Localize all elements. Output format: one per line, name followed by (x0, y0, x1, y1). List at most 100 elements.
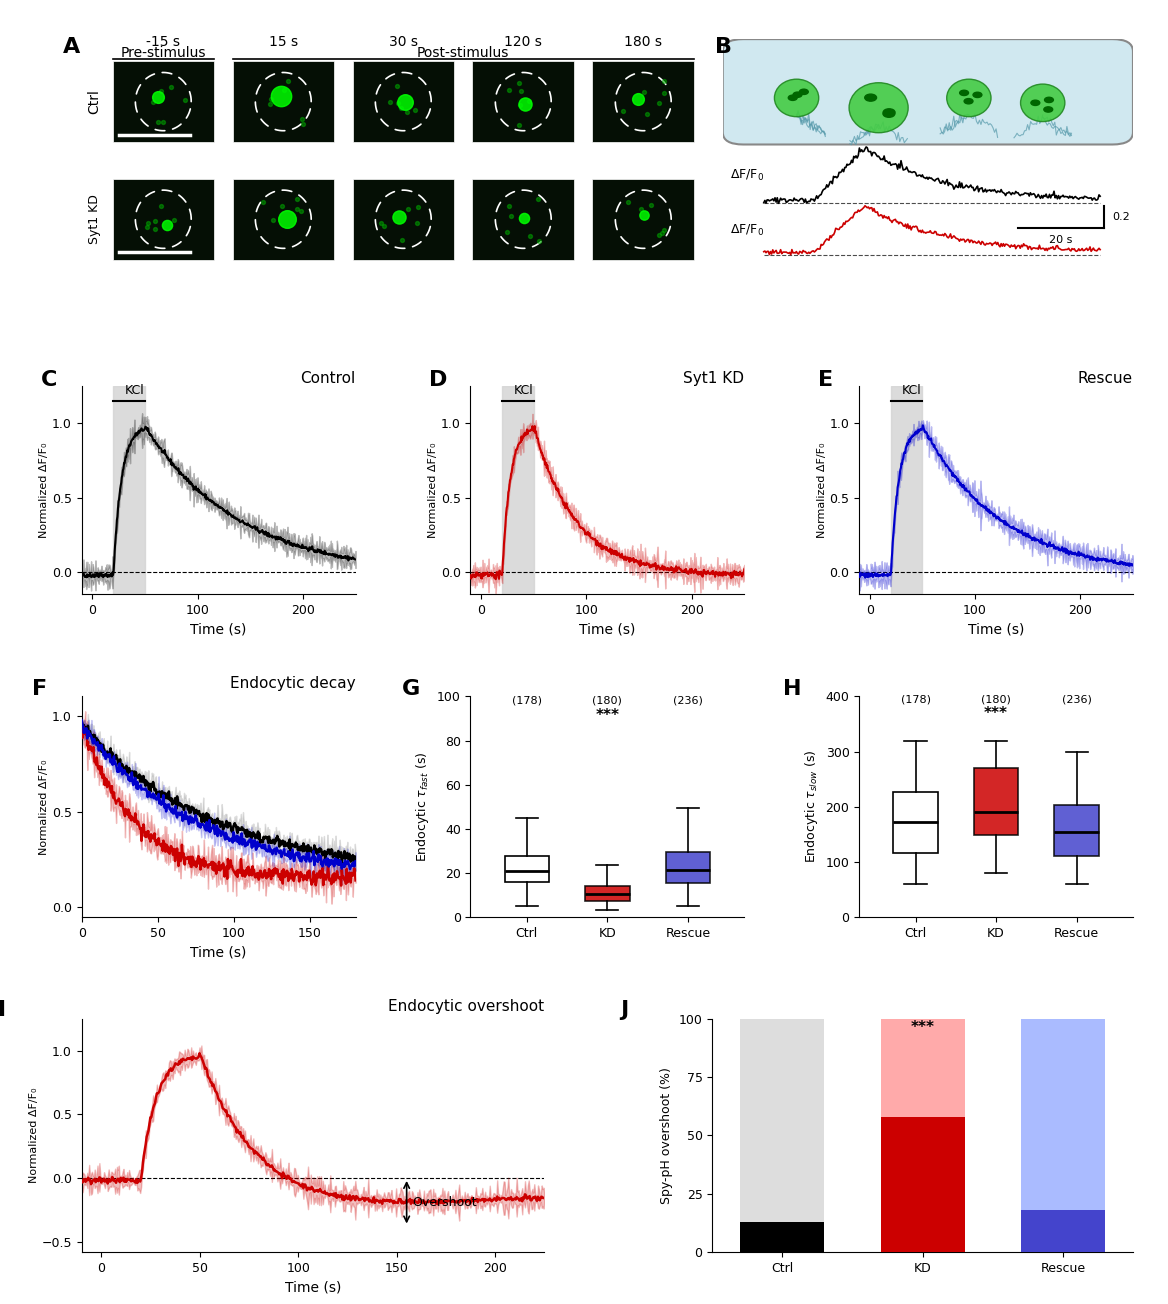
Circle shape (1044, 98, 1054, 103)
Y-axis label: Normalized ΔF/F₀: Normalized ΔF/F₀ (29, 1088, 39, 1183)
Point (278, 70, 297, 91)
FancyBboxPatch shape (473, 179, 573, 259)
Circle shape (883, 108, 895, 116)
Text: (236): (236) (1062, 695, 1092, 704)
Ellipse shape (947, 80, 990, 116)
FancyBboxPatch shape (112, 61, 214, 142)
Point (529, 188, 548, 209)
Point (388, 93, 406, 113)
Ellipse shape (1021, 83, 1065, 121)
Text: B: B (715, 37, 731, 56)
Bar (113, 386, 145, 595)
Point (397, 102, 416, 123)
Bar (741, 1222, 825, 1252)
Bar (881, 1116, 965, 1252)
Point (287, 188, 306, 209)
Ellipse shape (849, 82, 909, 133)
Text: Rescue: Rescue (1078, 372, 1133, 386)
Text: 15 s: 15 s (269, 35, 298, 50)
Point (381, 91, 399, 112)
PathPatch shape (974, 768, 1018, 835)
PathPatch shape (666, 852, 710, 883)
Text: 20 s: 20 s (1050, 235, 1073, 245)
Point (154, 111, 173, 132)
Point (152, 196, 171, 216)
Point (499, 196, 517, 216)
Point (514, 207, 533, 228)
Point (145, 210, 164, 231)
Point (614, 100, 633, 121)
Point (500, 80, 519, 100)
Text: Syt1 KD: Syt1 KD (683, 372, 744, 386)
FancyBboxPatch shape (353, 61, 454, 142)
Point (655, 70, 674, 91)
Point (396, 91, 415, 112)
Point (641, 194, 660, 215)
Point (619, 192, 638, 213)
Point (391, 98, 410, 119)
Text: KCl: KCl (513, 383, 533, 396)
Text: $\Delta$F/F$_0$: $\Delta$F/F$_0$ (730, 223, 765, 237)
Y-axis label: Endocytic $\tau_{slow}$ (s): Endocytic $\tau_{slow}$ (s) (804, 750, 820, 863)
Text: -15 s: -15 s (146, 35, 180, 50)
Y-axis label: Normalized ΔF/F₀: Normalized ΔF/F₀ (40, 442, 49, 539)
FancyBboxPatch shape (592, 179, 694, 259)
Point (634, 205, 653, 226)
Point (146, 218, 165, 239)
Point (144, 91, 162, 112)
Bar (891, 386, 923, 595)
PathPatch shape (585, 887, 630, 901)
Text: ***: *** (911, 1020, 934, 1035)
Point (175, 90, 194, 111)
X-axis label: Time (s): Time (s) (285, 1281, 341, 1294)
Y-axis label: Normalized ΔF/F₀: Normalized ΔF/F₀ (40, 759, 49, 854)
Y-axis label: Spy-pH overshoot (%): Spy-pH overshoot (%) (660, 1067, 673, 1204)
Point (510, 95, 529, 116)
Point (635, 82, 654, 103)
PathPatch shape (1055, 806, 1099, 857)
FancyBboxPatch shape (592, 61, 694, 142)
Text: 30 s: 30 s (389, 35, 418, 50)
Point (139, 213, 158, 233)
Text: (178): (178) (512, 695, 542, 705)
FancyBboxPatch shape (232, 179, 334, 259)
Point (165, 210, 183, 231)
Point (390, 206, 409, 227)
Point (262, 89, 280, 110)
Point (406, 100, 425, 121)
Text: D: D (430, 369, 447, 390)
Point (408, 213, 426, 233)
Text: ***: *** (985, 707, 1008, 721)
Bar (1021, 1210, 1105, 1252)
Point (649, 224, 668, 245)
X-axis label: Time (s): Time (s) (968, 623, 1024, 636)
Point (158, 214, 176, 235)
Point (292, 108, 311, 129)
Point (271, 85, 290, 106)
Text: (180): (180) (981, 695, 1011, 704)
Bar (741, 1018, 825, 1252)
Text: 120 s: 120 s (505, 35, 542, 50)
Point (278, 209, 297, 230)
Point (398, 198, 417, 219)
Text: ***: *** (596, 708, 619, 722)
Y-axis label: Normalized ΔF/F₀: Normalized ΔF/F₀ (816, 442, 827, 539)
Circle shape (964, 99, 973, 104)
Text: 180 s: 180 s (624, 35, 662, 50)
Point (272, 196, 291, 216)
Text: J: J (620, 1000, 628, 1021)
Text: I: I (0, 1000, 7, 1021)
Text: Ctrl: Ctrl (88, 89, 102, 113)
Bar (881, 1018, 965, 1252)
Point (649, 93, 668, 113)
Circle shape (793, 93, 802, 98)
Y-axis label: Normalized ΔF/F₀: Normalized ΔF/F₀ (427, 442, 438, 539)
Point (409, 197, 427, 218)
Point (628, 89, 647, 110)
Point (162, 77, 181, 98)
Point (652, 223, 670, 244)
Text: (236): (236) (673, 695, 703, 705)
Point (510, 115, 529, 136)
Circle shape (799, 89, 808, 94)
Text: (178): (178) (901, 695, 931, 704)
